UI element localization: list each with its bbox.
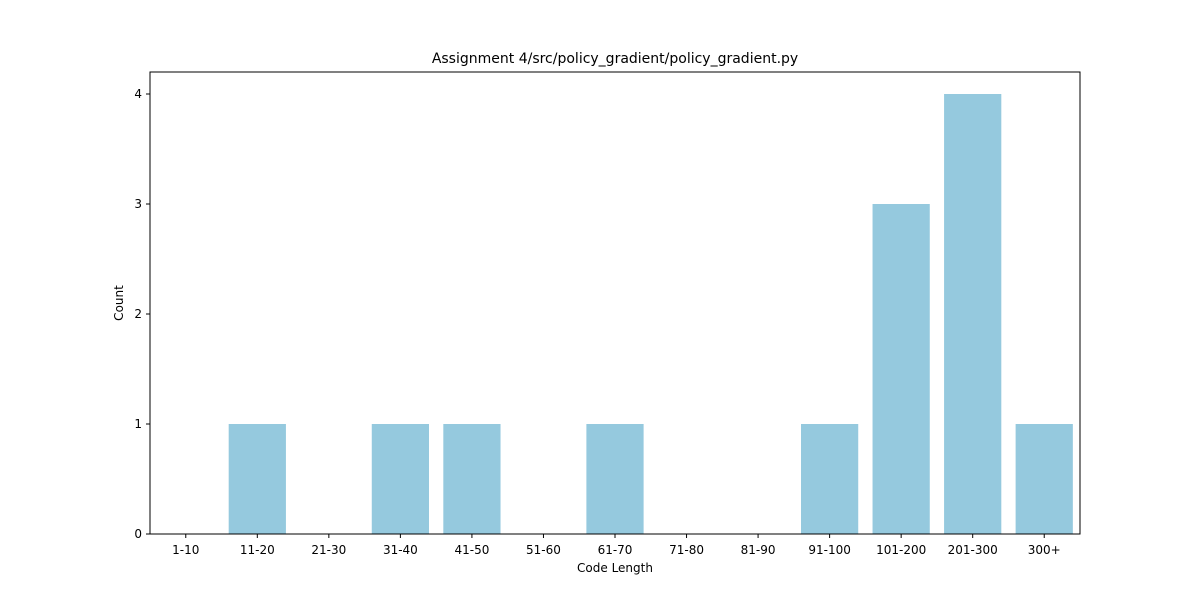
bar-91-100 bbox=[801, 424, 859, 534]
x-tick-label: 1-10 bbox=[172, 543, 199, 557]
y-axis-label: Count bbox=[112, 285, 126, 321]
bar-300+ bbox=[1015, 424, 1073, 534]
x-tick-label: 201-300 bbox=[948, 543, 998, 557]
y-tick-label: 2 bbox=[134, 307, 142, 321]
x-tick-label: 101-200 bbox=[876, 543, 926, 557]
y-tick-label: 1 bbox=[134, 417, 142, 431]
x-tick-label: 41-50 bbox=[454, 543, 489, 557]
x-axis: 1-10 11-20 21-30 31-40 41-50 51-60 61-70 71-80 8… bbox=[172, 534, 1061, 557]
x-tick-label: 300+ bbox=[1028, 543, 1061, 557]
bar-31-40 bbox=[371, 424, 429, 534]
x-tick-label: 31-40 bbox=[383, 543, 418, 557]
x-axis-label: Code Length bbox=[577, 561, 653, 575]
y-axis: 0 1 2 3 4 bbox=[134, 87, 150, 541]
bar-201-300 bbox=[944, 94, 1002, 534]
x-tick-label: 81-90 bbox=[741, 543, 776, 557]
y-tick-label: 4 bbox=[134, 87, 142, 101]
y-tick-label: 3 bbox=[134, 197, 142, 211]
bar-41-50 bbox=[443, 424, 501, 534]
bar-61-70 bbox=[586, 424, 644, 534]
bar-101-200 bbox=[872, 204, 930, 534]
x-tick-label: 71-80 bbox=[669, 543, 704, 557]
y-tick-label: 0 bbox=[134, 527, 142, 541]
bar-11-20 bbox=[228, 424, 286, 534]
x-tick-label: 21-30 bbox=[311, 543, 346, 557]
chart-title: Assignment 4/src/policy_gradient/policy_… bbox=[432, 51, 798, 67]
x-tick-label: 51-60 bbox=[526, 543, 561, 557]
x-tick-label: 61-70 bbox=[598, 543, 633, 557]
x-tick-label: 11-20 bbox=[240, 543, 275, 557]
x-tick-label: 91-100 bbox=[808, 543, 851, 557]
bars-group bbox=[228, 94, 1073, 534]
